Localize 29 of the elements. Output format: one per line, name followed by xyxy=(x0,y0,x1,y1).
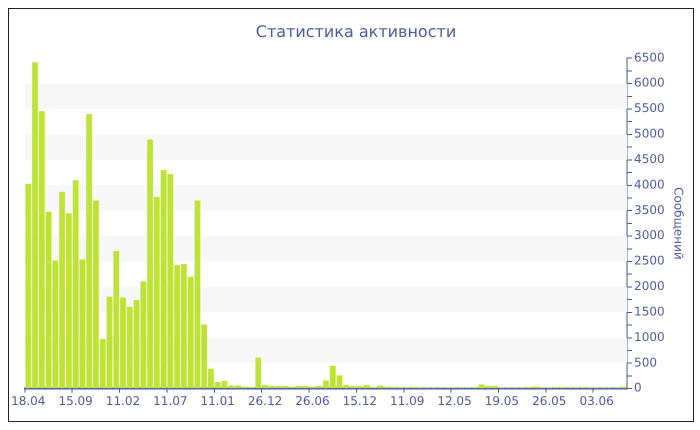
x-tick-label: 26.05 xyxy=(532,394,566,408)
y-tick-label: 4000 xyxy=(634,177,665,192)
y-tick-label: 4500 xyxy=(634,152,665,166)
y-tick-label: 6000 xyxy=(634,76,665,90)
x-tick-label: 11.01 xyxy=(200,394,235,408)
x-tick-label: 26.12 xyxy=(248,394,282,408)
x-tick-label: 12.05 xyxy=(437,394,472,408)
chart-title: Статистика активности xyxy=(256,22,456,41)
x-tick-label: 15.12 xyxy=(342,394,377,408)
x-tick-label: 03.06 xyxy=(579,394,614,408)
x-tick-label: 18.04 xyxy=(11,394,46,408)
x-tick-label: 11.02 xyxy=(106,394,140,408)
y-tick-label: 5000 xyxy=(634,126,665,141)
x-tick-label: 19.05 xyxy=(484,394,520,408)
x-tick-label: 26.06 xyxy=(295,394,330,408)
y-tick-label: 3000 xyxy=(634,228,665,242)
y-tick-label: 5500 xyxy=(634,101,665,116)
y-axis-title: Сообщений xyxy=(672,187,686,260)
y-tick-label: 3500 xyxy=(634,202,665,217)
y-tick-label: 0 xyxy=(634,380,642,395)
y-tick-label: 1000 xyxy=(634,330,665,344)
y-tick-label: 1500 xyxy=(634,304,665,318)
y-tick-label: 6500 xyxy=(634,50,665,64)
x-tick-label: 11.07 xyxy=(153,394,188,408)
x-tick-label: 11.09 xyxy=(390,394,424,408)
y-tick-label: 2500 xyxy=(634,254,665,268)
y-tick-label: 500 xyxy=(634,355,657,370)
x-tick-label: 15.09 xyxy=(58,394,93,408)
y-tick-label: 2000 xyxy=(634,279,665,294)
